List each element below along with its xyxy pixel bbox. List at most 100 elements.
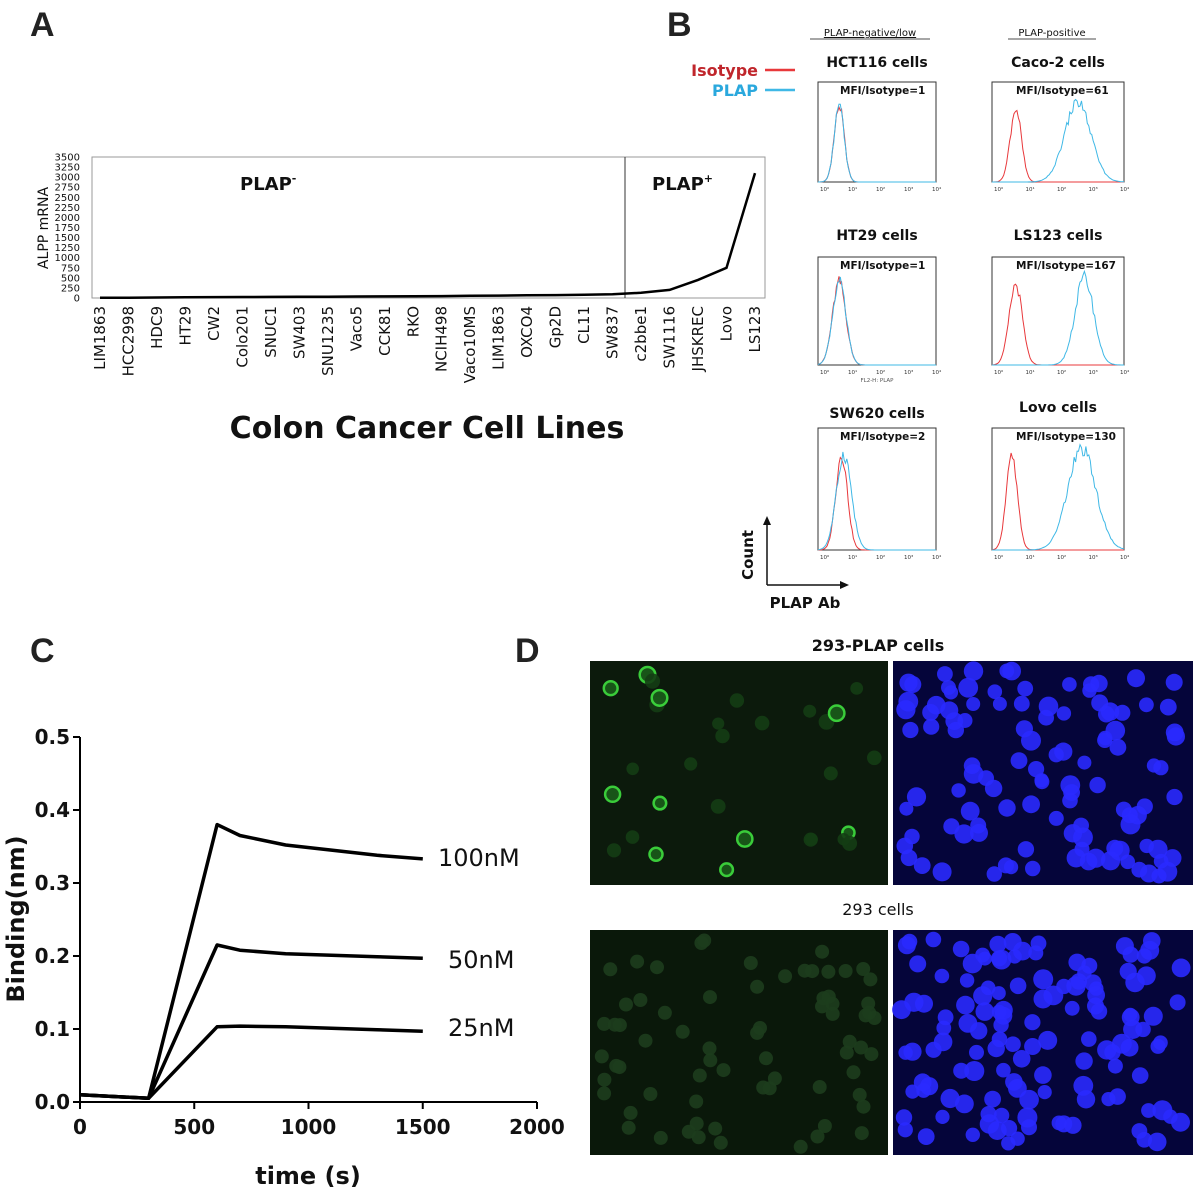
cell [729, 693, 745, 708]
x-tick-label: JHSKREC [689, 306, 707, 372]
cell [603, 962, 618, 977]
cell [1025, 860, 1041, 877]
cell [980, 980, 996, 996]
cell [960, 801, 980, 821]
cell [815, 944, 830, 959]
cell [715, 728, 730, 744]
x-tick-label: OXCO4 [518, 306, 536, 358]
cell [1081, 957, 1098, 974]
cell [861, 996, 876, 1011]
cell [602, 680, 619, 697]
panel-a: 0250500750100012501500175020002250250027… [36, 153, 766, 446]
cell [597, 1072, 612, 1087]
cell [945, 712, 964, 730]
panel-letter-b: B [667, 6, 692, 44]
cell [984, 1090, 1001, 1108]
cell [991, 1031, 1008, 1048]
histogram-title: Lovo cells [1019, 400, 1097, 416]
series-line-50nM [79, 943, 423, 1101]
cell [996, 1062, 1011, 1078]
cell [762, 1081, 777, 1096]
cell [1152, 1100, 1173, 1121]
series-line-alpp [99, 172, 757, 300]
cell [650, 688, 669, 707]
y-axis-a: 0250500750100012501500175020002250250027… [55, 153, 80, 305]
cell [1024, 1014, 1041, 1031]
cell [992, 696, 1007, 711]
cell [935, 1109, 950, 1124]
histogram-curve [817, 276, 936, 366]
cell [917, 1128, 935, 1145]
cell [953, 1062, 970, 1079]
cell [951, 783, 966, 798]
cell [821, 964, 836, 979]
cell [1171, 958, 1191, 978]
cell [925, 1041, 942, 1058]
x-tick-label: LS123 [746, 306, 764, 353]
cell [797, 963, 812, 978]
cell [630, 954, 645, 969]
cell [657, 1005, 672, 1020]
cell [1022, 795, 1040, 814]
cell [997, 857, 1014, 874]
cell [750, 979, 765, 994]
cell [1139, 697, 1154, 713]
cell [743, 956, 758, 970]
x-tick-label: Gp2D [547, 306, 565, 348]
cell [1143, 1006, 1163, 1026]
cell [897, 1122, 913, 1138]
cell [899, 801, 914, 816]
cell [1075, 1052, 1093, 1070]
x-tick-label: SNUC1 [262, 306, 280, 358]
histogram-x-tick: 10³ [904, 369, 913, 376]
cell [1089, 776, 1106, 794]
panel-letter-c: C [30, 632, 55, 670]
cell [854, 1126, 869, 1141]
cell [815, 999, 829, 1014]
histogram-curve [991, 452, 1124, 551]
cell [842, 1034, 857, 1049]
cell [952, 940, 970, 958]
cell [984, 779, 1003, 798]
cell [999, 663, 1015, 679]
cell [906, 787, 927, 807]
cell [1062, 677, 1077, 692]
cell [1150, 1038, 1166, 1054]
cell [1015, 720, 1033, 738]
panel-letter-a: A [30, 6, 55, 44]
cell [926, 695, 946, 715]
histogram-curve [818, 103, 936, 183]
histogram-x-tick: 10⁰ [820, 369, 830, 376]
histogram-title: LS123 cells [1014, 228, 1103, 244]
cell [1003, 933, 1022, 951]
cell [839, 1045, 854, 1060]
x-tick-label: Colo201 [233, 306, 251, 368]
cell [778, 969, 793, 984]
cell [1159, 698, 1177, 716]
cell [1001, 1136, 1016, 1151]
histogram-x-tick: 10⁴ [1120, 369, 1130, 376]
cell [812, 1080, 827, 1094]
histogram-curve [817, 456, 936, 551]
cell [684, 757, 698, 771]
y-tick-label: 0.5 [35, 725, 70, 749]
cell [623, 1105, 638, 1120]
histogram-x-tick: 10³ [904, 554, 913, 561]
cell [603, 785, 622, 804]
cell [1056, 706, 1072, 721]
x-tick-label: NCIH498 [433, 306, 451, 372]
histogram-curve [992, 98, 1124, 183]
cell [989, 935, 1007, 953]
histogram-x-tick: 10² [1057, 554, 1066, 561]
histogram-curve [992, 269, 1124, 366]
cell [979, 1114, 1000, 1134]
cell [1017, 1107, 1038, 1128]
cell [1097, 732, 1113, 748]
cell [754, 715, 770, 731]
legend-isotype-label: Isotype [691, 61, 758, 80]
cell [597, 1016, 612, 1031]
panel-c: 0.0 0.1 0.2 0.3 0.4 0.5 0 500 1000 1500 2000 100n… [2, 725, 565, 1190]
cell [1123, 1019, 1143, 1039]
cell [825, 1006, 840, 1021]
histogram-x-tick: 10⁴ [1120, 554, 1130, 561]
